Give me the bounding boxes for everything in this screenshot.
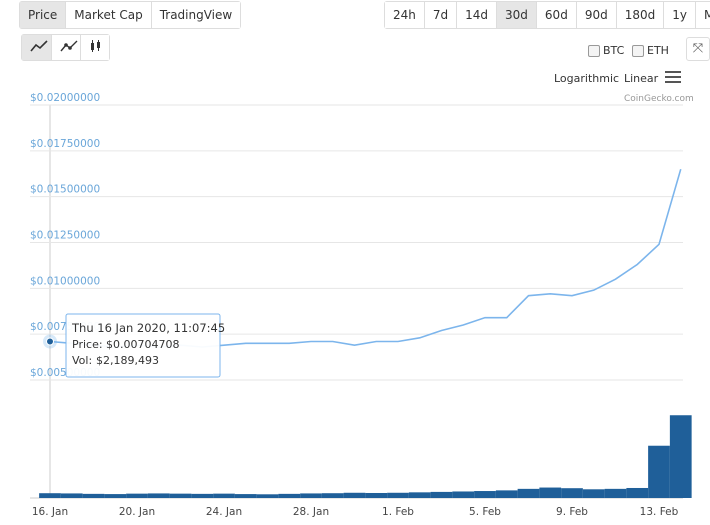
icon (91, 40, 100, 52)
tooltip-title: Thu 16 Jan 2020, 11:07:45 (71, 321, 225, 335)
x-tick-label: 5. Feb (469, 506, 501, 518)
y-tick-label: $0.01250000 (30, 230, 100, 242)
volume-bar (604, 488, 627, 498)
tab-button[interactable]: Market Cap (65, 2, 151, 28)
compare-checkbox[interactable] (588, 45, 600, 57)
marker-style-button[interactable] (51, 35, 80, 60)
range-button[interactable]: 30d (496, 2, 536, 28)
volume-bar (669, 415, 692, 498)
x-tick-label: 24. Jan (206, 506, 242, 518)
volume-bar (495, 490, 518, 498)
volume-bar (126, 493, 148, 498)
tooltip-vol: $2,189,493 (96, 354, 159, 367)
range-button[interactable]: Max (694, 2, 710, 28)
volume-bar (561, 488, 583, 498)
tooltip: Thu 16 Jan 2020, 11:07:45 Price: $0.007047… (65, 313, 225, 378)
hover-point (43, 334, 57, 349)
volume-bar (104, 494, 127, 498)
icon (30, 40, 48, 52)
menu-icon[interactable] (665, 71, 682, 84)
volume-bar (474, 491, 496, 498)
candle-style-button[interactable] (80, 35, 109, 60)
volume-bar (300, 493, 322, 498)
volume-bar (256, 494, 279, 498)
volume-bar (626, 487, 649, 498)
chart-style-group (21, 34, 110, 61)
volume-bar (539, 487, 562, 498)
volume-bar (191, 493, 214, 498)
tab-group: Price Market Cap TradingView (19, 1, 242, 29)
volume-bar (408, 492, 431, 498)
volume-bar (648, 445, 670, 498)
x-tick-label: 16. Jan (32, 506, 68, 518)
volume-bar (82, 493, 105, 498)
volume-bar (343, 492, 366, 498)
x-tick-label: 20. Jan (119, 506, 155, 518)
tooltip-vol-label: Vol: (72, 354, 92, 367)
y-tick-label: $0.00750000 (30, 321, 100, 333)
range-group: 24h7d14d30d60d90d180d1yMax (384, 1, 710, 29)
volume-bar (213, 493, 235, 498)
volume-bar (365, 492, 388, 498)
tooltip-price-label: Price: (72, 338, 103, 351)
volume-bar (147, 493, 170, 498)
fullscreen-button[interactable]: ⤧ (686, 37, 710, 61)
compare-checkbox[interactable] (632, 45, 644, 57)
range-button[interactable]: 7d (423, 2, 457, 28)
volume-bar (321, 493, 344, 498)
volume-bar (582, 489, 605, 498)
tab-button[interactable]: TradingView (150, 2, 241, 28)
hover-point-core (46, 337, 54, 346)
volume-bar (452, 491, 475, 498)
y-tick-label: $0.01500000 (30, 184, 100, 196)
range-button[interactable]: 90d (575, 2, 616, 28)
icon (60, 40, 78, 52)
tab-button[interactable]: Price (20, 2, 66, 28)
linear-scale-option[interactable]: Linear (624, 72, 659, 85)
price-line (49, 168, 682, 348)
range-button[interactable]: 14d (456, 2, 497, 28)
x-tick-label: 9. Feb (556, 506, 588, 518)
volume-bar (517, 488, 540, 498)
volume-bar (169, 493, 192, 498)
range-button[interactable]: 1y (663, 2, 695, 28)
volume-bar (430, 491, 453, 498)
compare-label: BTC (603, 44, 625, 57)
volume-bar (387, 492, 409, 498)
volume-bar (60, 493, 83, 498)
line-style-button[interactable] (22, 35, 51, 60)
x-tick-label: 13. Feb (640, 506, 679, 518)
range-button[interactable]: 60d (535, 2, 576, 28)
tooltip-box (65, 313, 221, 378)
range-button[interactable]: 24h (385, 2, 424, 28)
y-tick-label: $0.00500000 (30, 367, 100, 379)
log-scale-option[interactable]: Logarithmic (554, 72, 620, 85)
volume-bar (39, 493, 61, 498)
x-tick-label: 28. Jan (293, 506, 329, 518)
y-tick-label: $0.01750000 (30, 138, 100, 150)
volume-bar (278, 493, 301, 498)
compare-label: ETH (647, 44, 669, 57)
range-button[interactable]: 180d (615, 2, 664, 28)
x-tick-label: 1. Feb (382, 506, 414, 518)
tooltip-price: $0.00704708 (106, 338, 179, 351)
y-tick-label: $0.02000000 (30, 92, 100, 104)
y-tick-label: $0.01000000 (30, 275, 100, 287)
volume-bar (234, 494, 257, 498)
credit: CoinGecko.com (624, 94, 694, 104)
